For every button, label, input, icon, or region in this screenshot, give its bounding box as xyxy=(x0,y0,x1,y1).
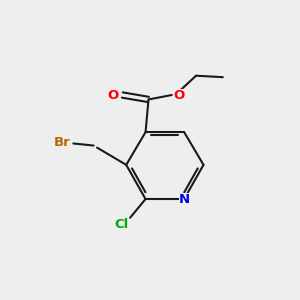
Text: O: O xyxy=(173,88,184,101)
Text: N: N xyxy=(178,193,190,206)
Text: Br: Br xyxy=(54,136,71,149)
Text: O: O xyxy=(108,88,119,101)
Text: Cl: Cl xyxy=(114,218,128,231)
